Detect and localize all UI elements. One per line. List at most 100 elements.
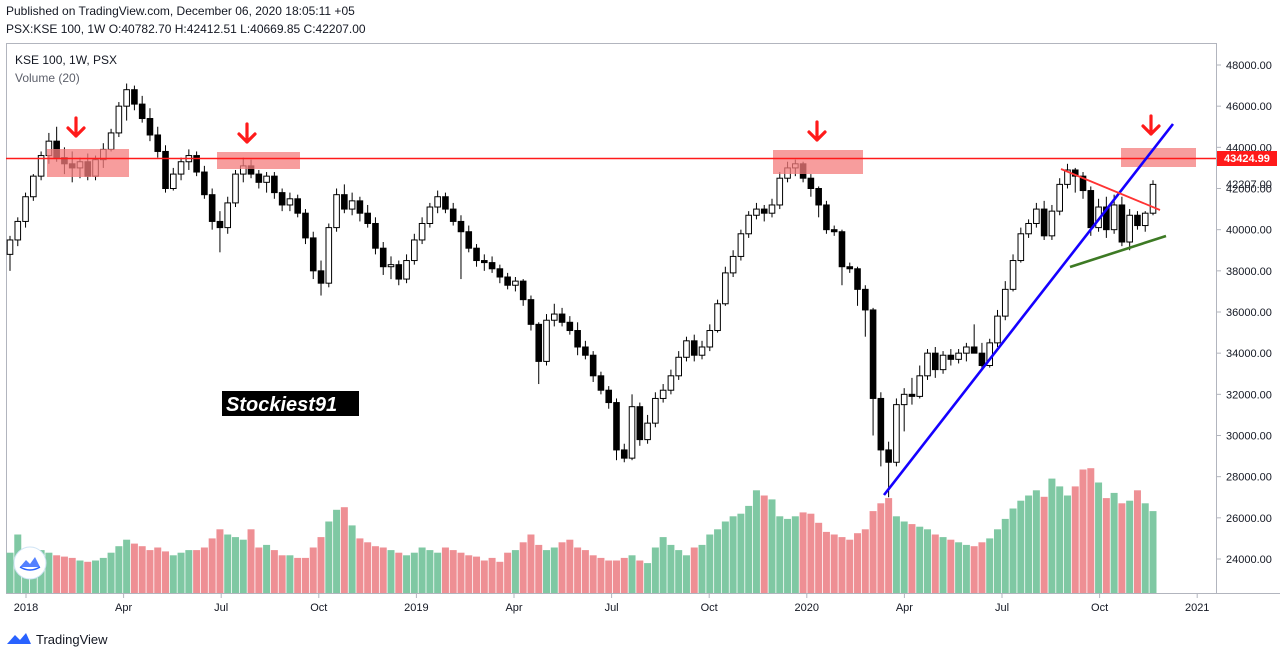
candle-body bbox=[14, 220, 22, 241]
candle-body bbox=[131, 89, 138, 105]
volume-bars bbox=[6, 468, 1157, 593]
volume-bar bbox=[185, 550, 193, 593]
volume-bar bbox=[589, 555, 597, 593]
candle-body bbox=[714, 303, 721, 332]
volume-bar bbox=[1149, 511, 1157, 593]
candle-body bbox=[1017, 233, 1025, 262]
candle-body bbox=[737, 233, 745, 257]
candle-body bbox=[348, 200, 356, 210]
volume-bar bbox=[760, 495, 768, 593]
down-arrow-2 bbox=[237, 122, 257, 144]
resistance-zone-2 bbox=[217, 152, 300, 169]
candle-body bbox=[978, 352, 986, 367]
down-arrow-1 bbox=[66, 116, 86, 138]
candle-body bbox=[675, 356, 682, 377]
volume-bar bbox=[333, 509, 341, 593]
candle-body bbox=[504, 276, 511, 286]
volume-bar bbox=[682, 555, 690, 593]
y-tick-label: 28000.00 bbox=[1226, 472, 1272, 484]
resistance-price-text: 43424.99 bbox=[1224, 153, 1270, 165]
volume-bar bbox=[924, 529, 932, 593]
volume-bar bbox=[986, 538, 994, 593]
candle-body bbox=[146, 118, 154, 136]
candle-body bbox=[706, 330, 714, 348]
candle-body bbox=[1110, 204, 1118, 231]
candle-body bbox=[690, 340, 698, 356]
candle-body bbox=[356, 200, 364, 214]
x-tick-label: Jul bbox=[214, 602, 228, 614]
candle-body bbox=[815, 188, 822, 206]
volume-bar bbox=[807, 513, 815, 593]
volume-bar bbox=[410, 552, 418, 593]
candle-body bbox=[387, 264, 395, 268]
candle-body bbox=[862, 288, 869, 311]
candle-body bbox=[1149, 183, 1157, 214]
volume-bar bbox=[364, 542, 372, 593]
volume-bar bbox=[822, 531, 830, 593]
candle-body bbox=[465, 231, 473, 249]
y-tick-label: 48000.00 bbox=[1226, 60, 1272, 72]
candle-body bbox=[838, 231, 846, 268]
volume-bar bbox=[278, 555, 286, 593]
volume-bar bbox=[830, 534, 838, 593]
candle-body bbox=[379, 247, 387, 268]
volume-bar bbox=[115, 546, 123, 593]
volume-bar bbox=[418, 547, 426, 593]
volume-bar bbox=[939, 537, 947, 593]
y-tick-label: 38000.00 bbox=[1226, 266, 1272, 278]
volume-bar bbox=[574, 547, 582, 593]
candle-body bbox=[138, 103, 146, 120]
candle-body bbox=[519, 280, 527, 301]
candle-body bbox=[1103, 206, 1110, 231]
volume-bar bbox=[247, 529, 255, 593]
x-tick-label: Oct bbox=[310, 602, 327, 614]
volume-bar bbox=[651, 547, 659, 593]
candle-body bbox=[931, 352, 939, 371]
volume-bar bbox=[519, 542, 527, 593]
volume-bar bbox=[177, 552, 185, 593]
candle-body bbox=[403, 260, 410, 280]
volume-bar bbox=[550, 547, 558, 593]
volume-bar bbox=[379, 547, 387, 593]
down-arrow-4 bbox=[1141, 114, 1161, 136]
volume-bar bbox=[791, 516, 799, 593]
volume-bar bbox=[776, 516, 784, 593]
volume-bar bbox=[325, 521, 333, 593]
volume-bar bbox=[387, 550, 395, 593]
candle-body bbox=[776, 177, 784, 206]
volume-bar bbox=[1048, 478, 1056, 593]
volume-bar bbox=[138, 546, 146, 593]
candle-body bbox=[255, 173, 263, 183]
price-axis-ticks: 48000.0046000.0044000.0042000.0040000.00… bbox=[1216, 60, 1272, 566]
volume-bar bbox=[270, 550, 278, 593]
volume-bar bbox=[92, 560, 100, 593]
candle-body bbox=[30, 175, 37, 198]
footer-brand: TradingView bbox=[6, 631, 108, 647]
published-line: Published on TradingView.com, December 0… bbox=[6, 4, 355, 18]
candle-body bbox=[768, 204, 776, 214]
volume-bar bbox=[255, 547, 263, 593]
watermark-box bbox=[222, 391, 359, 416]
volume-bar bbox=[1017, 500, 1025, 593]
volume-bar bbox=[146, 550, 154, 593]
volume-bar bbox=[99, 557, 107, 593]
tradingview-chart-logo bbox=[13, 546, 47, 580]
candle-body bbox=[216, 220, 224, 229]
volume-bar bbox=[721, 521, 729, 593]
volume-bar bbox=[714, 529, 722, 593]
volume-bar bbox=[1025, 495, 1033, 593]
candle-body bbox=[177, 161, 185, 175]
volume-bar bbox=[395, 552, 403, 593]
candle-body bbox=[481, 260, 488, 264]
volume-bar bbox=[434, 552, 442, 593]
volume-bar bbox=[737, 513, 745, 593]
volume-bar bbox=[1071, 486, 1079, 593]
footer-brand-text: TradingView bbox=[36, 631, 108, 647]
candle-body bbox=[558, 313, 566, 323]
volume-bar bbox=[1001, 518, 1009, 593]
candle-body bbox=[325, 227, 333, 284]
tradingview-icon bbox=[7, 633, 31, 644]
x-tick-label: Apr bbox=[505, 602, 522, 614]
volume-bar bbox=[745, 505, 753, 593]
volume-bar bbox=[1110, 492, 1118, 593]
